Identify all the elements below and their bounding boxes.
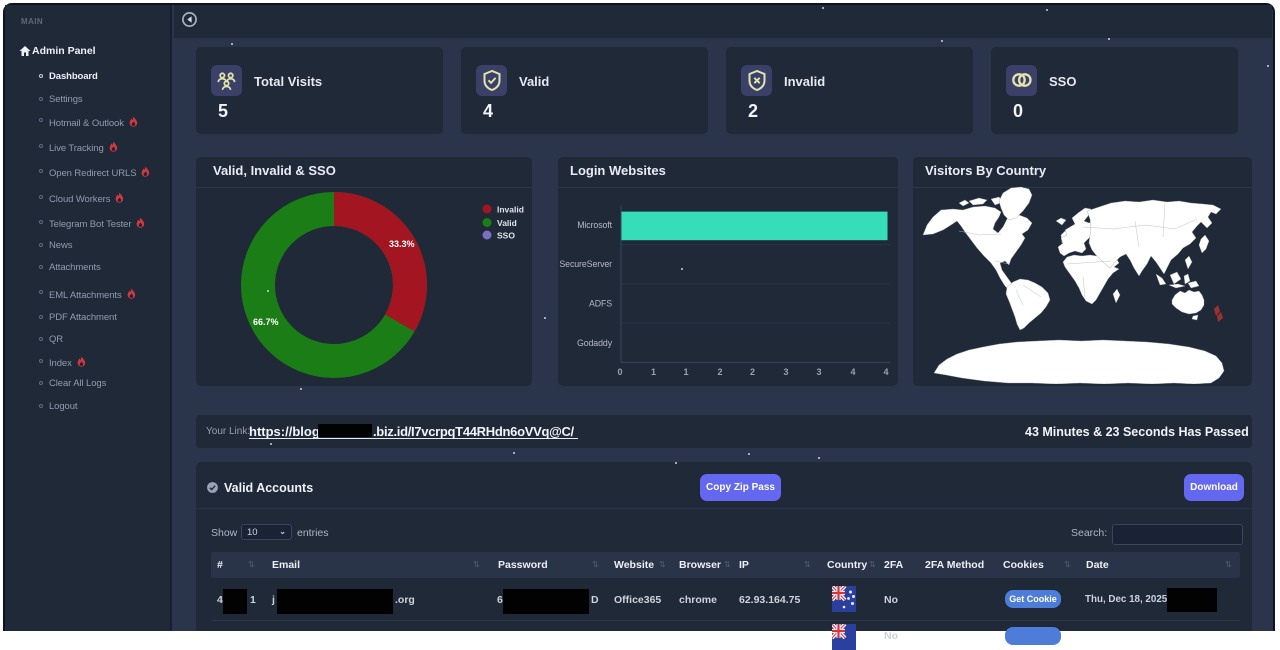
svg-text:2: 2 [717,367,722,377]
svg-text:0: 0 [617,367,622,377]
svg-text:Valid: Valid [497,218,517,228]
svg-text:SecureServer: SecureServer [559,259,612,269]
svg-text:Invalid: Invalid [497,205,524,215]
svg-text:ADFS: ADFS [589,299,612,309]
svg-text:1: 1 [651,367,656,377]
svg-text:4: 4 [850,367,855,377]
svg-text:2: 2 [750,367,755,377]
svg-text:Microsoft: Microsoft [577,220,612,230]
svg-text:Godaddy: Godaddy [577,338,613,348]
svg-text:1: 1 [683,367,688,377]
svg-text:3: 3 [816,367,821,377]
svg-text:3: 3 [783,367,788,377]
svg-text:66.7%: 66.7% [253,317,279,327]
svg-text:4: 4 [883,367,888,377]
svg-text:33.3%: 33.3% [389,239,415,249]
svg-text:SSO: SSO [497,231,515,241]
